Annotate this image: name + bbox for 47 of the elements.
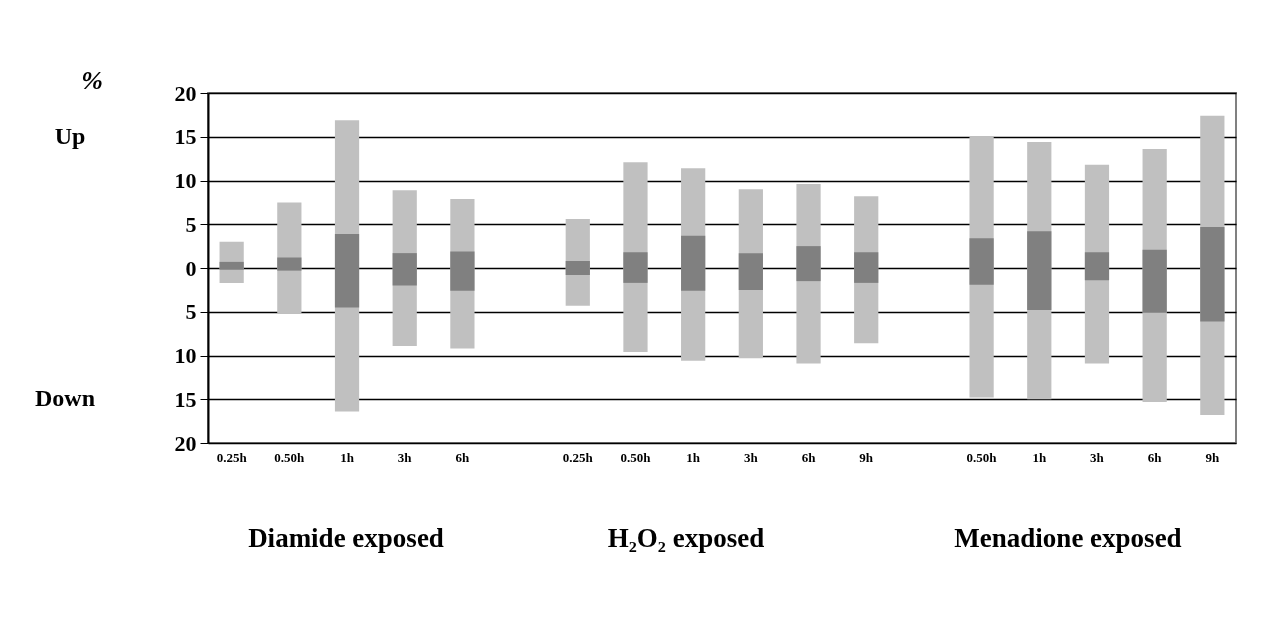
y-tick-label: 10 — [174, 343, 197, 368]
bar — [392, 253, 417, 286]
text: Menadione exposed — [954, 523, 1182, 554]
x-tick-label: 0.50h — [966, 449, 998, 465]
x-tick-label: 0.50h — [620, 449, 652, 465]
bar — [681, 235, 706, 291]
x-tick-label: 0.50h — [274, 449, 306, 465]
bar — [796, 246, 821, 282]
x-tick-label: 6h — [801, 449, 817, 465]
y-tick-label: 5 — [185, 211, 197, 237]
y-tick-label: 20 — [174, 430, 197, 456]
x-tick-label: 3h — [743, 449, 759, 465]
x-tick-label: 1h — [340, 449, 355, 465]
x-tick-label: 6h — [1147, 449, 1163, 465]
bar — [1200, 226, 1225, 322]
text: H₂O₂ exposed — [607, 523, 765, 554]
bar — [1084, 252, 1110, 281]
text: Down — [34, 385, 96, 412]
x-tick-label: 1h — [686, 449, 701, 465]
bar — [1142, 249, 1167, 313]
text: Diamide exposed — [248, 523, 444, 554]
x-tick-label: 3h — [397, 449, 413, 465]
y-tick-label: 0 — [185, 255, 197, 281]
x-tick-label: 1h — [1032, 449, 1047, 465]
x-tick-label: 9h — [859, 449, 874, 465]
bar — [450, 251, 475, 291]
text: % — [81, 66, 103, 96]
x-tick-label: 9h — [1205, 449, 1220, 465]
y-tick-label: 20 — [174, 80, 197, 106]
bar — [277, 257, 302, 271]
text: Up — [54, 123, 86, 150]
y-tick-label: 10 — [174, 168, 197, 193]
bar — [334, 233, 360, 308]
y-tick-label: 15 — [174, 386, 197, 412]
bar — [854, 252, 879, 283]
x-tick-label: 6h — [455, 449, 471, 465]
bar — [219, 261, 244, 270]
x-tick-label: 0.25h — [562, 449, 594, 465]
bar — [738, 253, 763, 290]
bar — [1027, 231, 1052, 310]
bar — [623, 252, 648, 283]
y-tick-label: 5 — [185, 299, 197, 325]
bar — [969, 238, 994, 285]
x-tick-label: 0.25h — [216, 449, 248, 465]
x-tick-label: 3h — [1090, 449, 1105, 465]
bar — [565, 261, 590, 275]
y-tick-label: 15 — [174, 124, 197, 150]
